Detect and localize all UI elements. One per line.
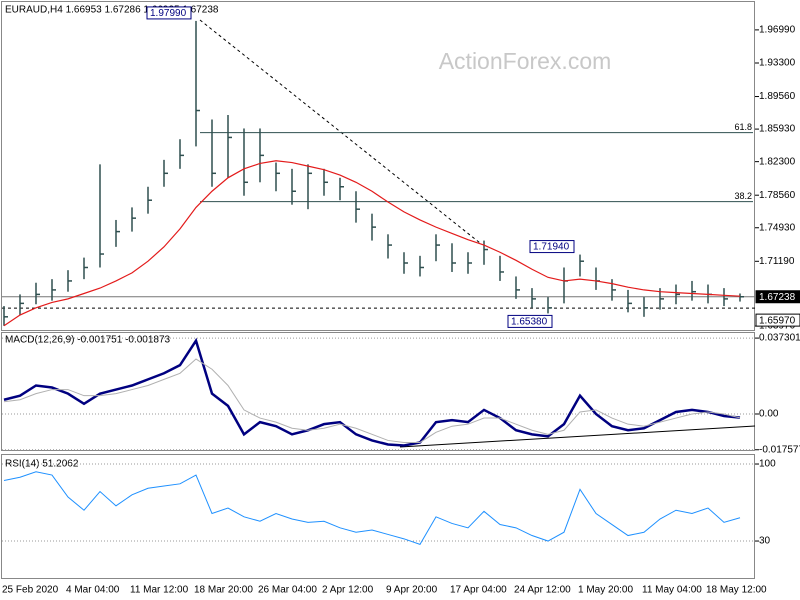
y-tick-label: 1.71190 <box>759 256 795 267</box>
main-panel <box>1 1 755 331</box>
y-tick-label: 1.93300 <box>759 58 796 69</box>
y-tick-label: 30 <box>759 536 771 547</box>
x-tick-label: 25 Feb 2020 <box>2 585 59 596</box>
macd-trend-line <box>399 425 756 448</box>
x-tick-label: 26 Mar 04:00 <box>258 585 317 596</box>
price-label-box <box>507 314 553 328</box>
x-tick-label: 11 Mar 12:00 <box>130 585 189 596</box>
y-tick-label: 1.85930 <box>759 124 796 135</box>
y-tick-label: 1.82300 <box>759 156 796 167</box>
y-tick-label: 0.00 <box>759 409 779 420</box>
series-line <box>3 358 741 443</box>
rsi-panel <box>1 454 755 579</box>
y-tick-label: 0.037301 <box>759 333 800 344</box>
y-tick-label: 100 <box>759 459 776 470</box>
x-tick-label: 18 May 12:00 <box>706 585 767 596</box>
price-label: 1.65970 <box>759 315 796 326</box>
price-label: 1.67238 <box>759 292 796 303</box>
macd-title: MACD(12,26,9) -0.001751 -0.001873 <box>5 335 171 346</box>
macd-panel <box>1 332 755 451</box>
x-tick-label: 17 Apr 04:00 <box>450 585 507 596</box>
x-tick-label: 24 Apr 12:00 <box>514 585 571 596</box>
series-line <box>3 160 741 327</box>
series-line <box>3 471 741 545</box>
x-tick-label: 1 May 20:00 <box>578 585 633 596</box>
chart-title: EURAUD,H4 1.66953 1.67286 1.66925 1.6723… <box>5 5 219 16</box>
price-label-box <box>146 6 192 20</box>
x-tick-label: 11 May 04:00 <box>642 585 702 596</box>
y-tick-label: 1.89560 <box>759 91 796 102</box>
price-label-box <box>755 313 800 327</box>
x-tick-label: 9 Apr 20:00 <box>386 585 438 596</box>
price-label: 1.71940 <box>533 242 570 253</box>
y-tick-label: 1.74930 <box>759 222 796 233</box>
watermark: ActionForex.com <box>439 48 612 74</box>
price-label-box <box>529 240 575 254</box>
fib-label: 38.2 <box>734 191 752 201</box>
fib-label: 61.8 <box>734 122 752 132</box>
x-tick-label: 18 Mar 20:00 <box>194 585 253 596</box>
y-tick-label: 1.96990 <box>759 25 796 36</box>
series-line <box>3 337 741 447</box>
x-tick-label: 2 Apr 12:00 <box>322 585 374 596</box>
price-label-box <box>755 290 800 304</box>
y-tick-label: -0.017577 <box>759 444 800 455</box>
y-tick-label: 1.78560 <box>759 190 796 201</box>
x-tick-label: 4 Mar 04:00 <box>66 585 120 596</box>
price-label: 1.65380 <box>511 317 548 328</box>
price-label: 1.97990 <box>150 8 187 19</box>
